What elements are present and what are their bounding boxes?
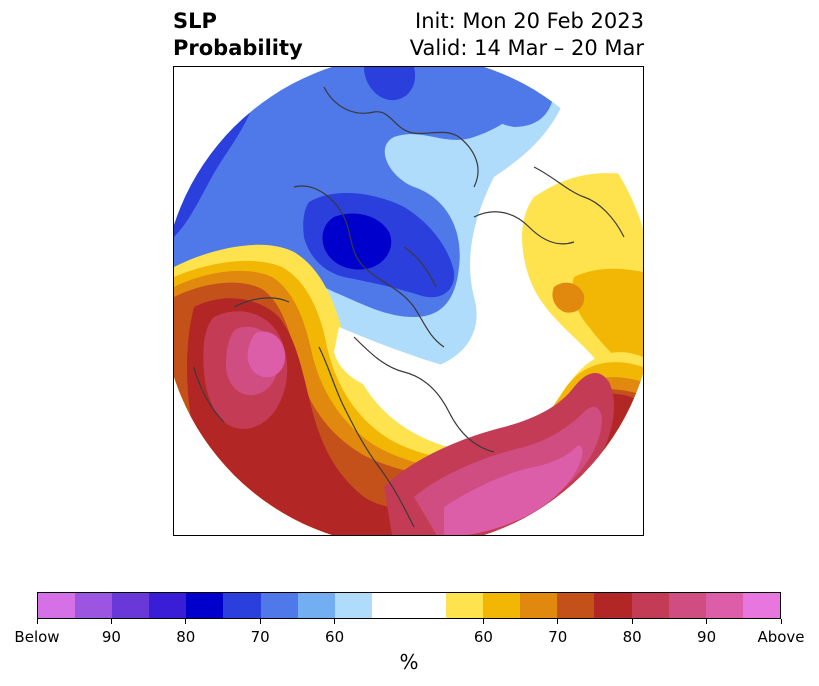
colorbar-tick-mark (110, 619, 112, 624)
colorbar-tick-mark (780, 619, 782, 624)
init-date: Init: Mon 20 Feb 2023 (415, 9, 644, 33)
colorbar-segment (112, 593, 150, 618)
colorbar-tick-mark (259, 619, 261, 624)
title-type: Probability (173, 36, 303, 60)
colorbar-tick-label: Above (757, 628, 805, 646)
colorbar-tick-mark (482, 619, 484, 624)
colorbar-segment (483, 593, 521, 618)
map-title: SLP Probability (173, 8, 303, 62)
title-variable: SLP (173, 9, 217, 33)
colorbar-tick-mark (334, 619, 336, 624)
colorbar-tick-mark (557, 619, 559, 624)
colorbar-tick-label: 90 (101, 628, 121, 646)
colorbar-label: % (399, 650, 419, 674)
colorbar-segment (742, 593, 780, 618)
colorbar-tick-label: 80 (622, 628, 642, 646)
colorbar-tick-label: Below (14, 628, 60, 646)
colorbar-tick-label: 80 (176, 628, 196, 646)
above-max-atlantic (444, 445, 583, 535)
colorbar (37, 592, 781, 619)
colorbar-tick-label: 60 (473, 628, 493, 646)
colorbar-segment (705, 593, 743, 618)
colorbar-tick-mark (185, 619, 187, 624)
colorbar-segment (668, 593, 706, 618)
colorbar-segment (371, 593, 409, 618)
colorbar-tick-mark (36, 619, 38, 624)
colorbar-tick-label: 60 (325, 628, 345, 646)
colorbar-segment (38, 593, 76, 618)
probability-map (174, 67, 643, 535)
colorbar-tick-mark (706, 619, 708, 624)
colorbar-segment (223, 593, 261, 618)
colorbar-tick-label: 70 (250, 628, 270, 646)
above-light-asia (572, 268, 643, 377)
above-max-pacific (247, 331, 286, 378)
coastlines (193, 86, 625, 528)
neutral-gap (334, 327, 506, 424)
map-panel (173, 66, 644, 536)
valid-range: Valid: 14 Mar – 20 Mar (409, 36, 644, 60)
colorbar-tick-label: 90 (697, 628, 717, 646)
colorbar-segment (186, 593, 224, 618)
colorbar-tick-label: 70 (548, 628, 568, 646)
colorbar-segment (631, 593, 669, 618)
colorbar-segment (149, 593, 187, 618)
colorbar-segment (75, 593, 113, 618)
colorbar-segment (334, 593, 372, 618)
above-mid-asia (552, 282, 585, 313)
colorbar-segment (594, 593, 632, 618)
colorbar-segment (446, 593, 484, 618)
colorbar-segment (260, 593, 298, 618)
colorbar-segment (297, 593, 335, 618)
colorbar-tick-mark (631, 619, 633, 624)
colorbar-segment (520, 593, 558, 618)
colorbar-segment (557, 593, 595, 618)
below-strong-center (322, 213, 392, 270)
colorbar-segment (408, 593, 447, 618)
below-mid-north (364, 67, 416, 101)
map-dates: Init: Mon 20 Feb 2023 Valid: 14 Mar – 20… (410, 8, 644, 62)
